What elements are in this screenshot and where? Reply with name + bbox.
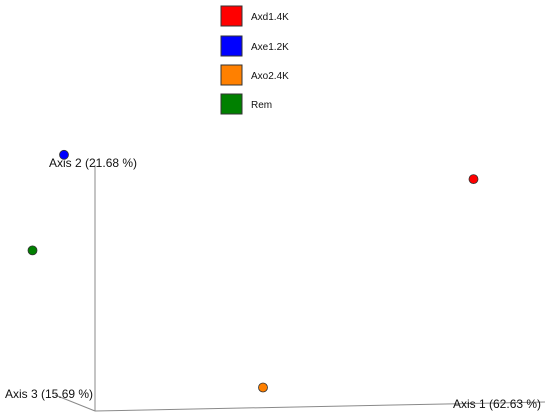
data-points (27, 149, 479, 393)
legend-swatch (220, 93, 243, 115)
legend-swatch (220, 64, 243, 86)
legend-label: Axo2.4K (251, 71, 289, 82)
legend-entry: Axe1.2K (220, 35, 289, 57)
data-point (59, 149, 69, 160)
data-point (27, 245, 38, 256)
legend-swatch (220, 5, 243, 27)
axis-1-line (94, 401, 546, 412)
axis-3-line (54, 394, 96, 412)
legend-entry: Rem (220, 93, 272, 115)
legend-swatch (220, 35, 243, 57)
legend-label: Rem (251, 100, 272, 111)
legend-entry: Axo2.4K (220, 64, 289, 86)
legend-label: Axe1.2K (251, 42, 289, 53)
axes (54, 165, 546, 412)
axis-3-label: Axis 3 (15.69 %) (5, 387, 93, 401)
legend-entry: Axd1.4K (220, 5, 289, 27)
axis-labels: Axis 2 (21.68 %) Axis 3 (15.69 %) Axis 1… (5, 156, 541, 411)
data-point (258, 382, 268, 393)
axis-2-label: Axis 2 (21.68 %) (49, 156, 137, 170)
legend-label: Axd1.4K (251, 12, 289, 23)
data-point (468, 174, 479, 185)
legend: Axd1.4K Axe1.2K Axo2.4K Rem (220, 5, 289, 115)
axis-1-label: Axis 1 (62.63 %) (453, 397, 541, 411)
